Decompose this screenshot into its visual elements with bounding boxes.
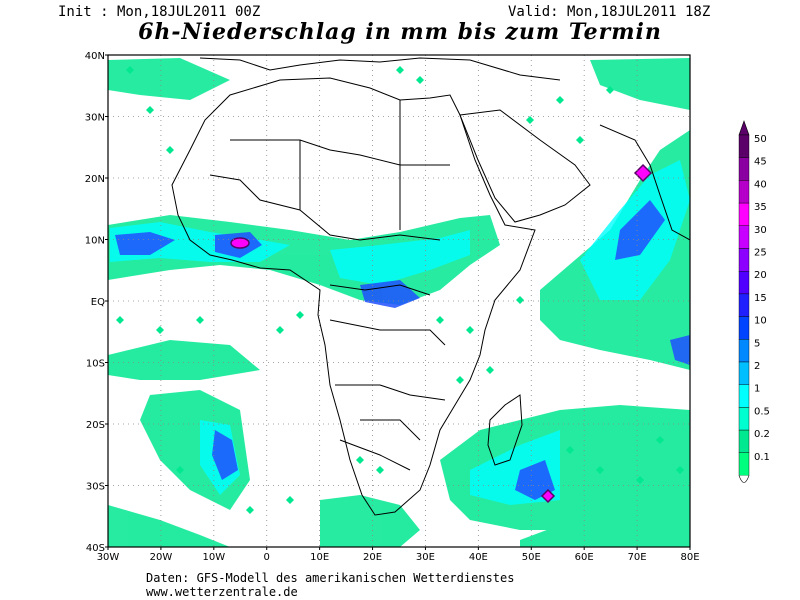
legend-swatch bbox=[738, 452, 750, 476]
legend-swatch bbox=[738, 429, 750, 454]
valid-time-label: Valid: Mon,18JUL2011 18Z bbox=[508, 4, 711, 20]
lat-tick-label: 40S bbox=[86, 543, 105, 554]
coastlines bbox=[171, 57, 690, 516]
lon-tick-label: 20E bbox=[363, 552, 382, 563]
legend-level-label: 5 bbox=[754, 338, 760, 349]
precip-dot bbox=[146, 106, 154, 114]
map-plot-area bbox=[108, 55, 690, 547]
legend-level-label: 0.2 bbox=[754, 429, 770, 440]
precip-dot bbox=[286, 496, 294, 504]
precip-dot bbox=[456, 376, 464, 384]
legend-level-label: 50 bbox=[754, 134, 767, 145]
legend-bottom-arrow bbox=[738, 475, 750, 483]
precip-dot bbox=[566, 446, 574, 454]
lat-tick-label: 30N bbox=[85, 113, 105, 124]
precip-dot bbox=[166, 146, 174, 154]
precip-dot bbox=[596, 466, 604, 474]
precip-dot bbox=[516, 296, 524, 304]
legend-level-label: 2 bbox=[754, 361, 760, 372]
legend-swatch bbox=[738, 180, 750, 204]
legend-swatch bbox=[738, 407, 750, 431]
legend-level-label: 30 bbox=[754, 225, 767, 236]
latitude-axis: 40N 30N 20N 10N EQ 10S 20S 30S 40S bbox=[85, 51, 108, 554]
precip-dot bbox=[556, 96, 564, 104]
legend-swatch bbox=[738, 316, 750, 340]
legend-swatch bbox=[738, 361, 750, 385]
precip-dot bbox=[156, 326, 164, 334]
legend-level-label: 0.1 bbox=[754, 452, 770, 463]
legend-swatch bbox=[738, 384, 750, 408]
precip-dot bbox=[356, 456, 364, 464]
legend-level-label: 35 bbox=[754, 202, 767, 213]
lon-tick-label: 60E bbox=[575, 552, 594, 563]
lat-tick-label: 30S bbox=[86, 482, 105, 493]
legend-swatch bbox=[738, 225, 750, 249]
precip-dot bbox=[196, 316, 204, 324]
precip-dot bbox=[676, 466, 684, 474]
legend-level-label: 0.5 bbox=[754, 406, 770, 417]
lon-tick-label: 30W bbox=[97, 552, 120, 563]
legend-level-label: 40 bbox=[754, 179, 767, 190]
lon-tick-label: 40E bbox=[469, 552, 488, 563]
precip-dot bbox=[656, 436, 664, 444]
legend-swatch bbox=[738, 293, 750, 317]
legend-level-label: 10 bbox=[754, 316, 767, 327]
legend-swatch bbox=[738, 339, 750, 363]
lon-tick-label: 30E bbox=[416, 552, 435, 563]
precip-dot bbox=[526, 116, 534, 124]
scattered-precip-dots bbox=[116, 66, 684, 514]
lat-tick-label: 10N bbox=[85, 236, 105, 247]
precip-dot bbox=[606, 86, 614, 94]
lat-lon-gridlines bbox=[108, 55, 690, 547]
lon-tick-label: 10E bbox=[310, 552, 329, 563]
precip-dot bbox=[466, 326, 474, 334]
longitude-axis: 30W 20W 10W 0 10E 20E 30E 40E 50E 60E 70E 80E bbox=[97, 547, 700, 563]
precip-dot bbox=[436, 316, 444, 324]
precip-color-legend: 50 45 40 35 30 25 20 15 10 5 2 1 0.5 0.2 0.1 bbox=[738, 120, 770, 483]
lon-tick-label: 10W bbox=[203, 552, 226, 563]
precip-dot bbox=[486, 366, 494, 374]
lat-tick-label: 20S bbox=[86, 420, 105, 431]
legend-top-arrow bbox=[738, 120, 750, 136]
legend-level-label: 1 bbox=[754, 384, 760, 395]
precip-dot bbox=[276, 326, 284, 334]
lat-tick-label: 20N bbox=[85, 174, 105, 185]
legend-level-label: 20 bbox=[754, 270, 767, 281]
map-title: 6h-Niederschlag in mm bis zum Termin bbox=[138, 19, 662, 45]
lon-tick-label: 80E bbox=[680, 552, 699, 563]
legend-swatch bbox=[738, 134, 750, 158]
precip-dot bbox=[376, 466, 384, 474]
precip-dot bbox=[176, 466, 184, 474]
legend-swatch bbox=[738, 157, 750, 181]
lat-tick-label: 40N bbox=[85, 51, 105, 62]
init-time-label: Init : Mon,18JUL2011 00Z bbox=[58, 4, 261, 20]
legend-level-label: 45 bbox=[754, 157, 767, 168]
precip-dot bbox=[246, 506, 254, 514]
precip-field-heavy bbox=[115, 200, 690, 500]
lon-tick-label: 70E bbox=[628, 552, 647, 563]
lon-tick-label: 0 bbox=[264, 552, 270, 563]
lat-tick-label: EQ bbox=[91, 297, 105, 308]
legend-swatch bbox=[738, 248, 750, 272]
lat-tick-label: 10S bbox=[86, 359, 105, 370]
lon-tick-label: 50E bbox=[522, 552, 541, 563]
legend-swatch bbox=[738, 271, 750, 295]
precip-dot bbox=[416, 76, 424, 84]
precip-dot bbox=[126, 66, 134, 74]
legend-level-label: 25 bbox=[754, 248, 767, 259]
legend-swatch bbox=[738, 202, 750, 227]
data-source-label: Daten: GFS-Modell des amerikanischen Wet… bbox=[146, 571, 515, 585]
precip-dot bbox=[636, 476, 644, 484]
precip-peaks bbox=[230, 163, 653, 504]
precip-dot bbox=[396, 66, 404, 74]
website-label: www.wetterzentrale.de bbox=[146, 585, 298, 599]
lon-tick-label: 20W bbox=[150, 552, 173, 563]
precip-dot bbox=[116, 316, 124, 324]
legend-level-label: 15 bbox=[754, 293, 767, 304]
precip-dot bbox=[576, 136, 584, 144]
precip-dot bbox=[296, 311, 304, 319]
